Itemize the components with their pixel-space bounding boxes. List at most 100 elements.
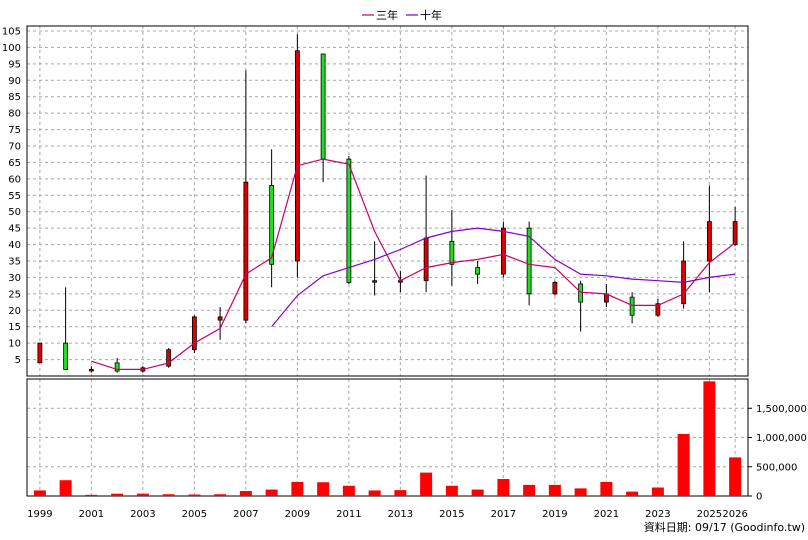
volume-tick-label: 1,000,000 (756, 433, 807, 444)
x-tick-label: 2011 (336, 509, 361, 520)
ma-line-3yr (91, 158, 736, 370)
x-tick-label: 1999 (27, 509, 52, 520)
legend: 三年 十年 (362, 8, 442, 22)
volume-tick-label: 0 (756, 492, 762, 503)
candle (552, 280, 558, 296)
price-tick-label: 85 (8, 92, 21, 103)
candle (294, 34, 300, 278)
candle (500, 221, 506, 278)
volume-bar (471, 489, 484, 496)
footer-note: 資料日期: 09/17 (Goodinfo.tw) (644, 520, 805, 534)
candle-body-up (423, 237, 429, 282)
volume-bar (368, 490, 381, 496)
candle-body-up (37, 342, 43, 364)
price-tick-label: 45 (8, 224, 21, 235)
candle (372, 241, 378, 296)
volume-bar (420, 472, 433, 496)
candle (526, 221, 532, 306)
x-tick-label: 2021 (594, 509, 619, 520)
volume-bar (651, 487, 664, 496)
candle-body-up (243, 181, 249, 321)
volume-tick-label: 500,000 (756, 462, 797, 473)
moving-average-lines (91, 158, 736, 370)
volume-bar (188, 494, 201, 496)
x-tick-label: 2017 (491, 509, 516, 520)
candles (37, 34, 738, 373)
volume-axis-ticks: 0 500,000 1,000,000 1,500,000 (748, 404, 807, 503)
volume-bar (85, 494, 98, 496)
volume-bar (342, 485, 355, 496)
volume-tick-label: 1,500,000 (756, 404, 807, 415)
price-tick-label: 55 (8, 191, 21, 202)
candle (629, 292, 635, 324)
price-tick-label: 35 (8, 257, 21, 268)
candle-body-down (578, 283, 584, 303)
legend-label-3yr: 三年 (376, 8, 398, 22)
candle (37, 342, 43, 364)
candle-body-up (88, 369, 94, 372)
candle-body-up (500, 227, 506, 275)
price-tick-label: 5 (15, 355, 21, 366)
candle-body-up (217, 316, 223, 321)
x-tick-label: 2005 (182, 509, 207, 520)
price-tick-label: 20 (8, 306, 21, 317)
x-tick-label: 2026 (722, 509, 747, 520)
volume-bar (548, 484, 561, 496)
candle (191, 315, 197, 353)
volume-bar (394, 490, 407, 496)
candle (346, 155, 352, 284)
ma-line-10yr (271, 227, 736, 328)
price-tick-label: 105 (2, 27, 21, 38)
price-tick-label: 10 (8, 339, 21, 350)
candle (449, 210, 455, 286)
candle-body-up (552, 281, 558, 295)
candle (63, 287, 69, 370)
candle-body-down (269, 185, 275, 265)
price-axis-ticks: 5 10 15 20 25 30 35 40 45 50 55 60 65 70 75 80 85 90 95 100… (2, 27, 21, 367)
price-tick-label: 25 (8, 289, 21, 300)
x-tick-label: 2019 (542, 509, 567, 520)
x-tick-label: 2001 (79, 509, 104, 520)
volume-bar (317, 482, 330, 496)
price-tick-label: 30 (8, 273, 21, 284)
candle (655, 298, 661, 317)
x-tick-label: 2007 (233, 509, 258, 520)
volume-bar (291, 481, 304, 496)
volume-bar (59, 480, 72, 496)
candle (166, 348, 172, 368)
volume-bar (445, 485, 458, 496)
candle (217, 307, 223, 340)
candle-body-down (629, 296, 635, 316)
candle (578, 280, 584, 332)
candle (269, 149, 275, 288)
candle-body-up (191, 316, 197, 351)
price-tick-label: 95 (8, 59, 21, 70)
volume-bar (111, 493, 124, 496)
volume-bar (265, 489, 278, 496)
x-tick-label: 2025 (697, 509, 722, 520)
volume-bar (574, 488, 587, 496)
x-tick-label: 2015 (439, 509, 464, 520)
volume-bar (729, 457, 742, 496)
candle-body-down (346, 158, 352, 283)
volume-bar (677, 433, 690, 496)
candle-body-up (655, 303, 661, 316)
price-tick-label: 40 (8, 240, 21, 251)
volume-bar (703, 381, 716, 496)
volume-bar (523, 484, 536, 496)
price-pane-frame (26, 25, 749, 377)
grid (27, 26, 748, 496)
volume-bar (497, 479, 510, 496)
price-tick-label: 15 (8, 322, 21, 333)
candle-body-down (526, 227, 532, 295)
candle-body-down (475, 267, 481, 275)
price-tick-label: 100 (2, 43, 21, 54)
candle-body-up (706, 221, 712, 262)
price-tick-label: 50 (8, 207, 21, 218)
volume-bar (214, 494, 227, 496)
candle-body-up (294, 50, 300, 262)
candle (475, 261, 481, 284)
candle-body-down (320, 53, 326, 160)
